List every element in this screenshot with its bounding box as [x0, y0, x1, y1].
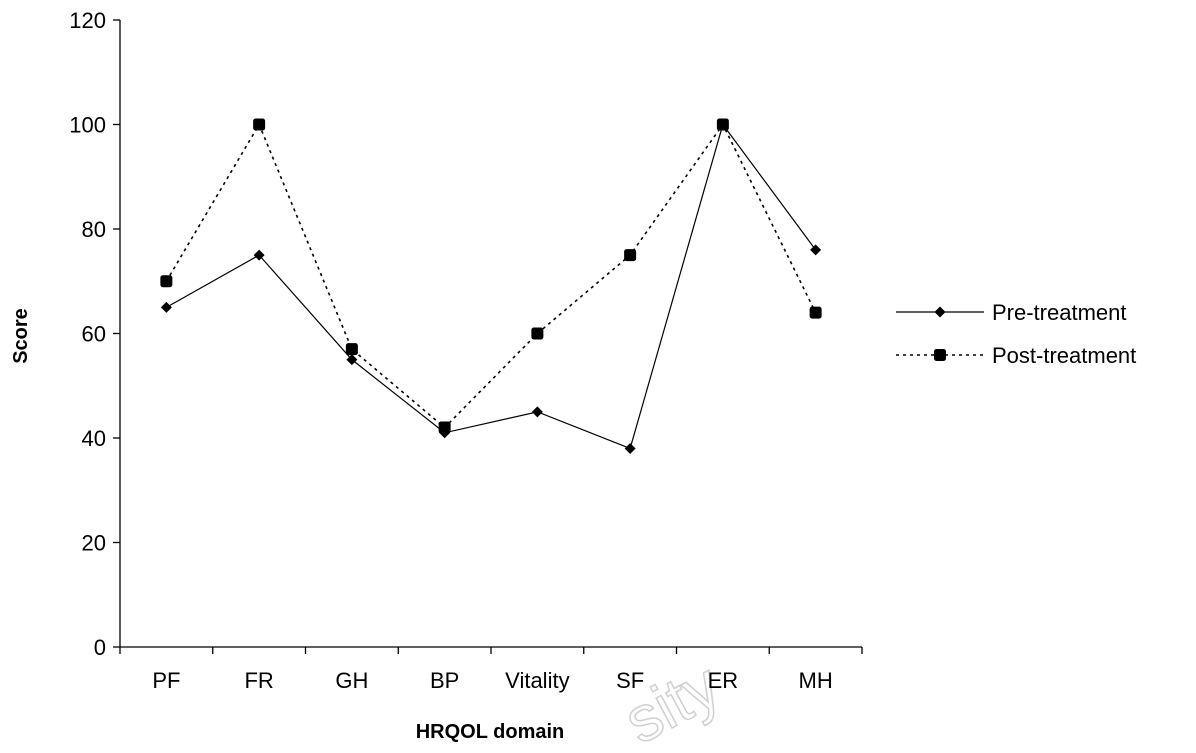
data-point	[345, 343, 358, 356]
data-point	[160, 275, 173, 288]
legend-label: Post-treatment	[992, 343, 1136, 368]
x-tick-label: FR	[244, 668, 273, 693]
x-tick-label: Vitality	[505, 668, 569, 693]
x-tick-label: PF	[152, 668, 180, 693]
data-point	[253, 249, 265, 261]
watermark: sity	[612, 648, 732, 753]
y-tick-label: 40	[82, 426, 106, 451]
x-tick-label: GH	[335, 668, 368, 693]
series-layer	[160, 118, 822, 454]
x-axis-title: HRQOL domain	[416, 721, 565, 743]
series-post-treatment	[160, 118, 822, 434]
data-point	[810, 244, 822, 256]
x-tick-label: ER	[708, 668, 739, 693]
y-tick-label: 80	[82, 217, 106, 242]
watermark-text: sity	[613, 649, 732, 753]
y-tick-label: 20	[82, 531, 106, 556]
x-tick-label: MH	[799, 668, 833, 693]
legend-marker	[934, 306, 946, 318]
series-line	[166, 123, 817, 450]
data-point	[624, 442, 636, 454]
data-point	[531, 327, 544, 340]
x-tick-label: SF	[616, 668, 644, 693]
y-tick-label: 100	[69, 113, 106, 138]
y-axis-title: Score	[10, 308, 32, 364]
data-point	[160, 301, 172, 313]
axes: 0 20 40 60 80 100 120 PF FR GH BP Vitality SF ER MH	[69, 8, 863, 693]
data-point	[809, 306, 822, 319]
data-point	[438, 421, 451, 434]
legend-item: Pre-treatment	[896, 300, 1127, 325]
data-point	[531, 406, 543, 418]
data-point	[716, 118, 729, 131]
data-point	[624, 249, 637, 262]
data-point	[346, 354, 358, 366]
legend-marker	[934, 349, 946, 361]
y-tick-label: 0	[94, 635, 106, 660]
x-tick-label: BP	[430, 668, 459, 693]
series-line	[165, 122, 817, 429]
series-pre-treatment	[160, 119, 822, 454]
data-point	[253, 118, 266, 131]
legend-item: Post-treatment	[896, 343, 1136, 368]
legend: Pre-treatment Post-treatment	[896, 300, 1136, 368]
y-tick-label: 60	[82, 322, 106, 347]
y-tick-label: 120	[69, 8, 106, 33]
legend-label: Pre-treatment	[992, 300, 1127, 325]
